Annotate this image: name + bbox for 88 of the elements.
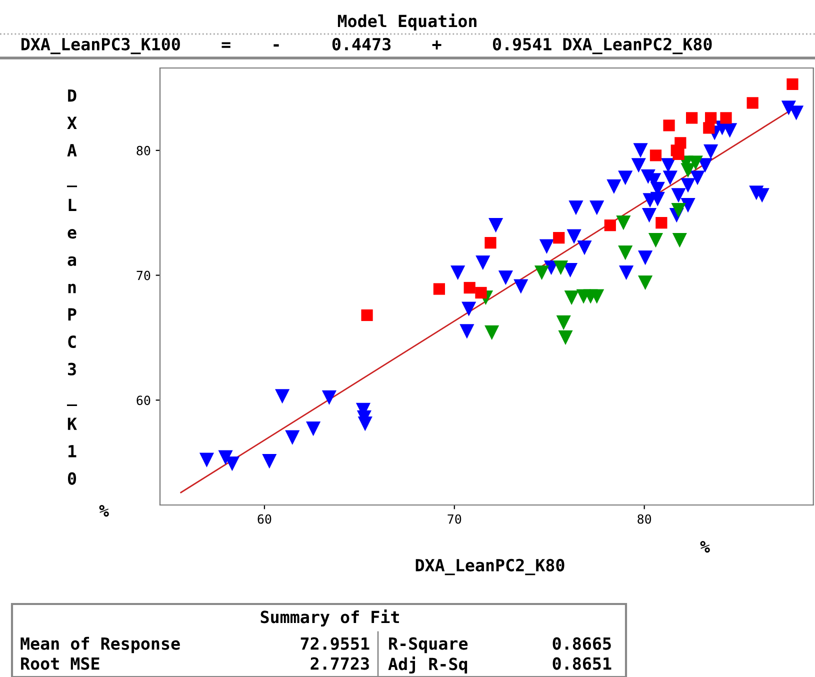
point [619,265,634,280]
point [662,170,678,186]
point [746,97,758,109]
point [433,283,446,295]
point [553,260,568,276]
point [671,188,686,203]
point [558,330,573,345]
y-tick-label: 60 [136,396,150,406]
text: % [99,504,109,517]
point [672,148,684,160]
chart-subtitle: DXA_LeanPC3_K100 = - 0.4473 + 0.9541 DXA_LeanPC2_K80 [21,38,712,54]
point [322,390,337,405]
point [648,233,664,248]
point [562,262,578,278]
x-tick-label: 70 [448,514,462,524]
point [680,178,696,193]
point [488,218,504,233]
point [484,236,496,249]
point [450,265,466,280]
point [781,100,796,116]
point [720,112,732,124]
point [606,179,622,194]
point [361,309,373,322]
point [656,217,668,229]
x-axis-title: DXA_LeanPC2_K80 [416,558,564,576]
y-tick-label: 70 [136,270,150,280]
point [566,229,582,244]
text: Mean of Response [20,636,180,654]
text: 2.7723 [310,657,369,670]
point [704,144,718,159]
point [650,150,662,162]
point [476,255,490,270]
text: R-Square [389,637,468,654]
point [577,240,592,256]
point [285,430,300,445]
point [462,302,476,316]
point [688,156,703,170]
point [703,122,715,134]
x-tick-label: 60 [258,514,272,524]
y-tick-label: 80 [136,146,150,156]
point [568,200,584,216]
point [590,200,604,216]
point [475,286,487,299]
text: Root MSE [21,657,100,670]
point [464,282,476,294]
point [199,452,214,468]
point [618,170,633,186]
text: Summary of Fit [260,609,399,626]
text: % [700,540,710,553]
point [553,232,565,244]
point [460,324,474,339]
point [498,270,513,286]
point [616,216,631,230]
chart-title: Model Equation [338,13,476,31]
point [680,198,696,213]
point [484,325,500,340]
point [660,158,676,173]
point [690,170,705,186]
point [698,158,712,173]
point [786,78,798,90]
point [564,290,579,306]
point [358,416,372,432]
point [618,246,633,260]
point [672,233,687,248]
text: 72.9551 [300,637,370,650]
point [663,120,675,132]
text: Adj R-Sq [388,656,468,674]
point [275,389,290,404]
point [671,203,686,218]
point [514,279,528,294]
point [680,163,696,178]
point [638,250,653,266]
point [604,220,616,232]
point [556,315,571,330]
point [262,454,277,469]
x-tick-label: 80 [638,514,652,524]
point [539,239,554,254]
point [642,208,657,223]
text: 0.8651 [552,657,612,670]
point [534,265,550,280]
text: 0.8665 [552,637,611,650]
point [633,143,648,158]
point [638,275,653,290]
point [631,158,646,173]
point [306,422,321,436]
point [686,112,698,124]
text: DXA_LeanPC3_K10 [66,89,78,485]
point [590,289,604,304]
